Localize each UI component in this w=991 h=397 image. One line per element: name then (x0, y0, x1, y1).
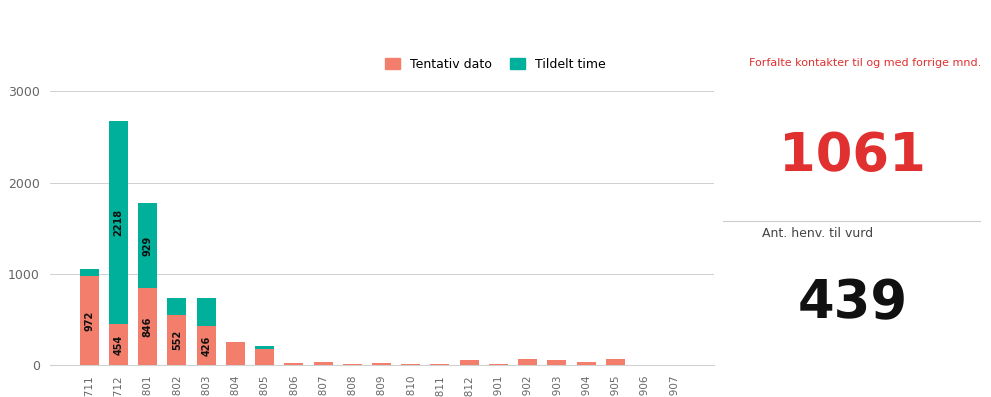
Text: 1061: 1061 (779, 130, 926, 182)
Bar (255, 346, 275, 349)
Text: Ant. henv. til vurd: Ant. henv. til vurd (762, 227, 873, 240)
Bar (401, 364, 420, 365)
Bar (167, 315, 186, 365)
Text: 439: 439 (797, 278, 908, 330)
Bar (196, 298, 216, 326)
Bar (343, 364, 362, 365)
Legend: Tentativ dato, Tildelt time: Tentativ dato, Tildelt time (385, 58, 606, 71)
Bar (79, 269, 99, 276)
Bar (606, 359, 625, 365)
Text: 426: 426 (201, 336, 211, 356)
Bar (255, 349, 275, 365)
Bar (518, 359, 537, 365)
Bar (577, 362, 596, 365)
Bar (226, 342, 245, 365)
Bar (372, 363, 391, 365)
Bar (79, 276, 99, 365)
Bar (284, 363, 303, 365)
Bar (313, 362, 333, 365)
Text: Forfalte kontakter til og med forrige mnd.: Forfalte kontakter til og med forrige mn… (749, 58, 981, 68)
Bar (196, 326, 216, 365)
Bar (547, 360, 567, 365)
Bar (138, 288, 158, 365)
Text: Planlagte kontakter (tildelt/tentativ time): Planlagte kontakter (tildelt/tentativ ti… (8, 16, 500, 36)
Text: 454: 454 (113, 334, 124, 355)
Bar (138, 203, 158, 288)
Text: 972: 972 (84, 311, 94, 331)
Text: 929: 929 (143, 235, 153, 256)
Bar (460, 360, 479, 365)
Bar (489, 364, 508, 365)
Bar (430, 364, 450, 365)
Text: 2218: 2218 (113, 209, 124, 236)
Bar (109, 121, 128, 324)
Text: 846: 846 (143, 316, 153, 337)
Bar (109, 324, 128, 365)
Bar (167, 298, 186, 315)
Text: 552: 552 (171, 330, 182, 350)
